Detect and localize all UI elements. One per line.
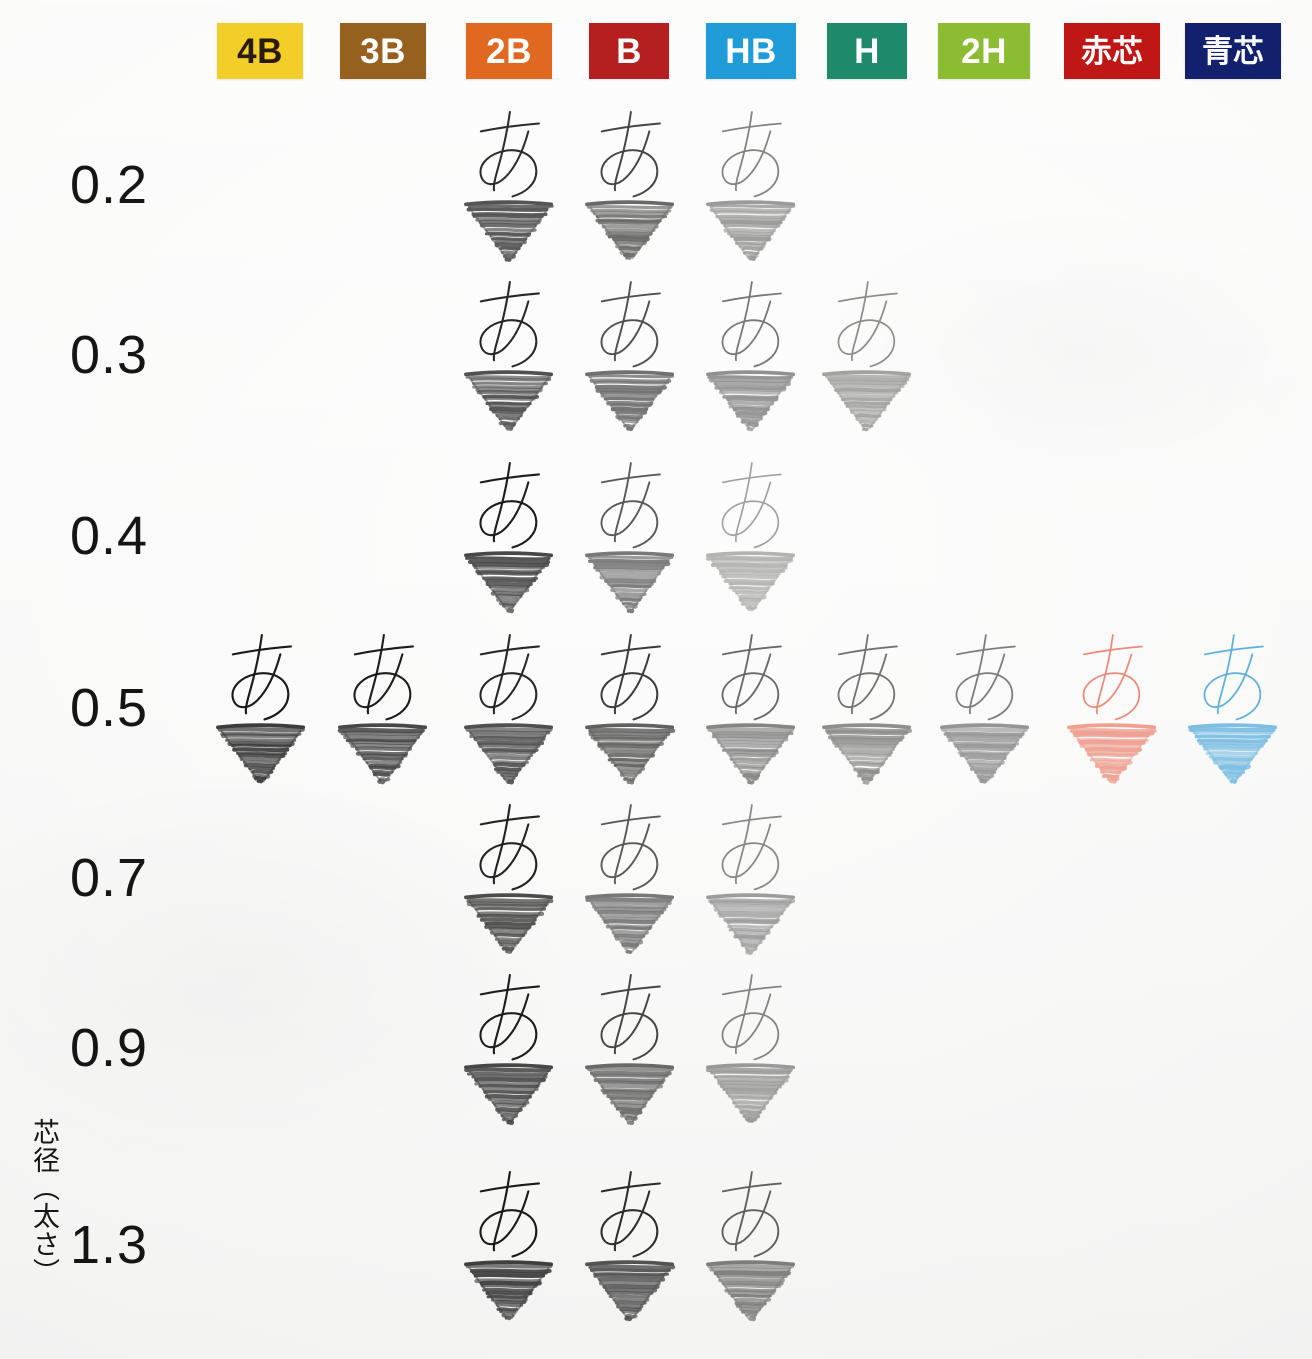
handwriting-sample <box>464 803 554 954</box>
handwriting-sample <box>585 804 675 954</box>
sample-cell-0-3-h <box>797 275 937 435</box>
sample-cell-0-5-2h <box>915 628 1055 788</box>
row-label-0-3: 0.3 <box>70 325 149 385</box>
legend-badge-2h[interactable]: 2H <box>938 23 1030 79</box>
handwriting-sample <box>585 634 676 785</box>
sample-cell-1-3-b <box>560 1165 700 1325</box>
legend-badge-hb[interactable]: HB <box>706 23 796 79</box>
sample-cell-0-5-2b <box>439 628 579 788</box>
sample-cell-0-4-2b <box>439 456 579 616</box>
axis-caption-lead-diameter: 芯径（太さ） <box>29 1118 59 1286</box>
sample-cell-0-2-2b <box>439 105 579 265</box>
legend-badge-label: B <box>616 31 642 71</box>
sample-cell-0-3-2b <box>439 275 579 435</box>
handwriting-sample <box>822 281 912 432</box>
handwriting-sample <box>585 111 675 260</box>
sample-cell-0-9-hb <box>681 968 821 1128</box>
row-label-0-2: 0.2 <box>70 155 149 215</box>
legend-badge-red-lead[interactable]: 赤芯 <box>1064 23 1160 79</box>
legend-badge-blue-lead[interactable]: 青芯 <box>1185 23 1281 79</box>
legend-badge-label: 4B <box>237 31 283 71</box>
handwriting-sample <box>464 461 554 614</box>
legend-badge-b[interactable]: B <box>589 23 669 79</box>
sample-cell-0-5-blue-lead <box>1163 628 1303 788</box>
sample-cell-0-4-hb <box>681 456 821 616</box>
sample-cell-0-5-b <box>560 628 700 788</box>
handwriting-sample <box>1188 634 1278 784</box>
handwriting-sample <box>822 634 912 785</box>
handwriting-sample <box>464 111 554 262</box>
legend-badge-label: 青芯 <box>1202 33 1264 69</box>
row-label-0-5: 0.5 <box>70 678 149 738</box>
handwriting-sample <box>585 281 675 432</box>
hardness-legend-row: 4B 3B 2B B HB H 2H 赤芯 青芯 <box>0 0 1312 100</box>
handwriting-sample <box>464 281 554 431</box>
legend-badge-4b[interactable]: 4B <box>217 23 303 79</box>
row-label-0-7: 0.7 <box>70 848 149 908</box>
handwriting-sample <box>706 634 796 785</box>
sample-cell-0-3-hb <box>681 275 821 435</box>
row-label-0-9: 0.9 <box>70 1018 149 1078</box>
sample-cell-0-2-b <box>560 105 700 265</box>
legend-badge-label: H <box>854 31 880 71</box>
sample-cell-1-3-hb <box>681 1165 821 1325</box>
sample-cell-0-5-hb <box>681 628 821 788</box>
sample-cell-0-5-red-lead <box>1042 628 1182 788</box>
handwriting-sample <box>705 462 796 612</box>
handwriting-sample <box>464 973 554 1125</box>
handwriting-sample <box>1067 634 1157 784</box>
sample-cell-0-7-b <box>560 798 700 958</box>
sample-cell-0-5-4b <box>191 628 331 788</box>
legend-badge-label: HB <box>725 31 777 71</box>
row-label-1-3: 1.3 <box>70 1215 149 1275</box>
handwriting-sample <box>706 804 796 955</box>
handwriting-sample <box>337 633 428 785</box>
legend-badge-label: 2H <box>961 31 1007 71</box>
handwriting-sample <box>706 281 796 432</box>
legend-badge-h[interactable]: H <box>827 23 907 79</box>
legend-badge-2b[interactable]: 2B <box>466 23 552 79</box>
handwriting-sample <box>464 634 554 785</box>
handwriting-sample <box>705 974 796 1124</box>
sample-cell-0-7-hb <box>681 798 821 958</box>
handwriting-sample <box>216 633 306 784</box>
handwriting-sample <box>940 634 1030 784</box>
sample-cell-0-4-b <box>560 456 700 616</box>
sample-cell-0-9-b <box>560 968 700 1128</box>
sample-cell-0-7-2b <box>439 798 579 958</box>
handwriting-sample <box>585 462 675 614</box>
sample-cell-1-3-2b <box>439 1165 579 1325</box>
sample-cell-0-5-h <box>797 628 937 788</box>
row-label-0-4: 0.4 <box>70 506 149 566</box>
handwriting-sample <box>464 1170 554 1321</box>
handwriting-sample <box>585 974 675 1126</box>
sample-cell-0-5-3b <box>313 628 453 788</box>
handwriting-sample <box>585 1171 676 1322</box>
sample-cell-0-2-hb <box>681 105 821 265</box>
sample-cell-0-9-2b <box>439 968 579 1128</box>
handwriting-sample <box>706 1171 796 1322</box>
legend-badge-label: 2B <box>486 31 532 71</box>
legend-badge-label: 3B <box>360 31 406 71</box>
legend-badge-label: 赤芯 <box>1081 33 1143 69</box>
handwriting-sample <box>706 111 796 261</box>
legend-badge-3b[interactable]: 3B <box>340 23 426 79</box>
sample-cell-0-3-b <box>560 275 700 435</box>
